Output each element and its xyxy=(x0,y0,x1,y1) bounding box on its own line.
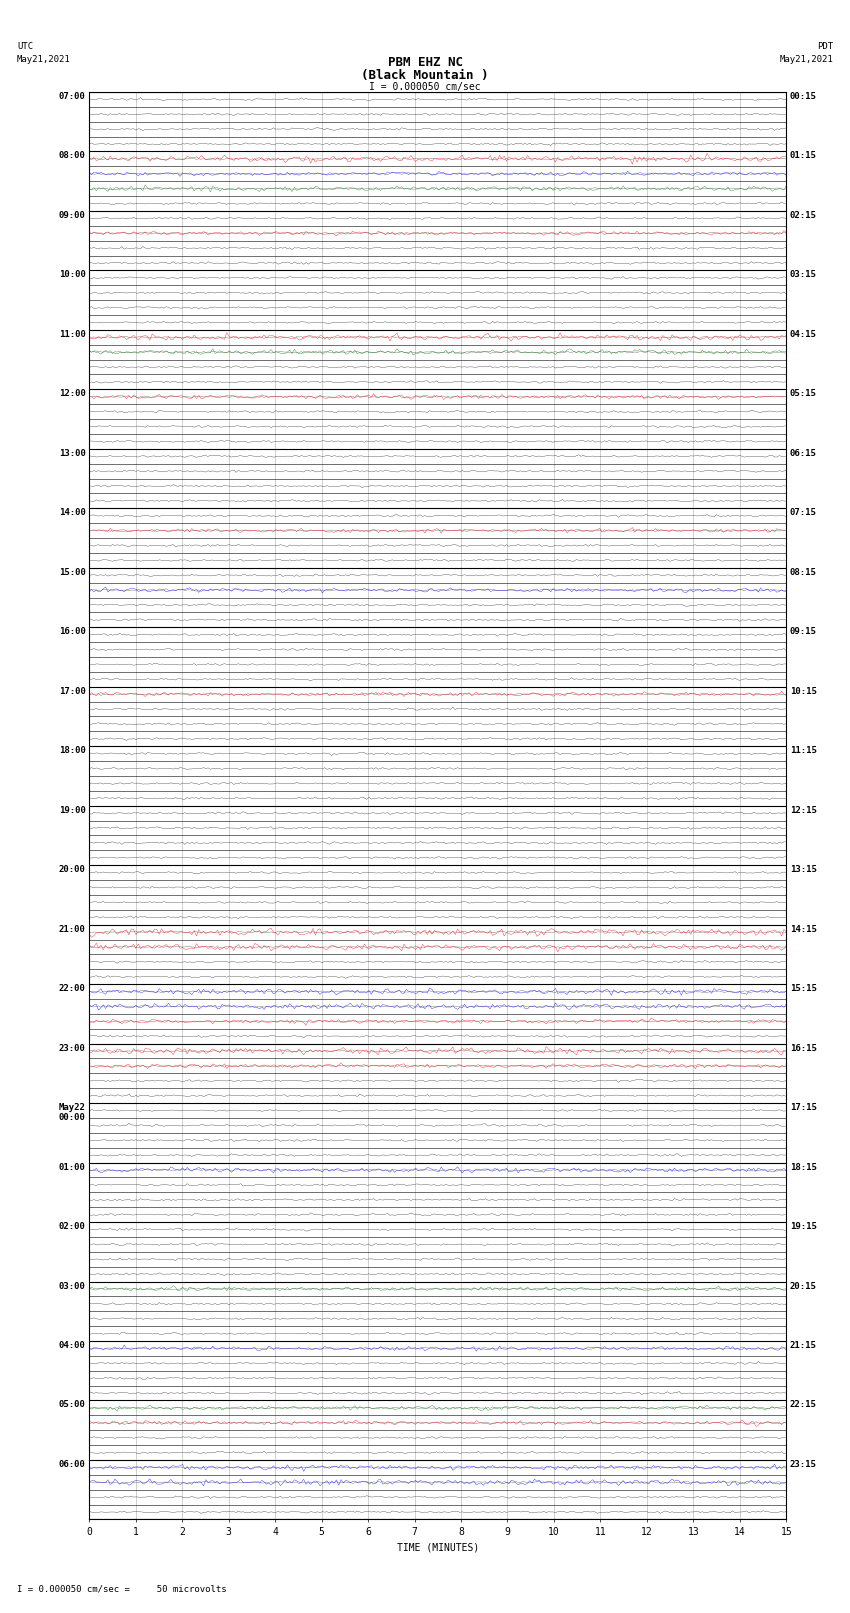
Text: 12:15: 12:15 xyxy=(790,806,817,815)
Text: 06:00: 06:00 xyxy=(59,1460,86,1469)
Text: 01:00: 01:00 xyxy=(59,1163,86,1171)
Text: 03:15: 03:15 xyxy=(790,271,817,279)
Text: 23:15: 23:15 xyxy=(790,1460,817,1469)
Text: 04:00: 04:00 xyxy=(59,1340,86,1350)
X-axis label: TIME (MINUTES): TIME (MINUTES) xyxy=(397,1542,479,1553)
Text: 19:00: 19:00 xyxy=(59,806,86,815)
Text: 12:00: 12:00 xyxy=(59,389,86,398)
Text: 16:00: 16:00 xyxy=(59,627,86,636)
Text: 02:00: 02:00 xyxy=(59,1223,86,1231)
Text: 17:15: 17:15 xyxy=(790,1103,817,1111)
Text: 09:00: 09:00 xyxy=(59,211,86,219)
Text: 21:15: 21:15 xyxy=(790,1340,817,1350)
Text: May21,2021: May21,2021 xyxy=(17,55,71,65)
Text: 11:15: 11:15 xyxy=(790,747,817,755)
Text: 11:00: 11:00 xyxy=(59,331,86,339)
Text: 05:15: 05:15 xyxy=(790,389,817,398)
Text: PBM EHZ NC: PBM EHZ NC xyxy=(388,56,462,69)
Text: May22
00:00: May22 00:00 xyxy=(59,1103,86,1123)
Text: (Black Mountain ): (Black Mountain ) xyxy=(361,69,489,82)
Text: 14:00: 14:00 xyxy=(59,508,86,518)
Text: I = 0.000050 cm/sec: I = 0.000050 cm/sec xyxy=(369,82,481,92)
Text: 23:00: 23:00 xyxy=(59,1044,86,1053)
Text: 22:15: 22:15 xyxy=(790,1400,817,1410)
Text: 13:15: 13:15 xyxy=(790,865,817,874)
Text: 10:00: 10:00 xyxy=(59,271,86,279)
Text: 07:00: 07:00 xyxy=(59,92,86,102)
Text: 19:15: 19:15 xyxy=(790,1223,817,1231)
Text: 14:15: 14:15 xyxy=(790,924,817,934)
Text: UTC: UTC xyxy=(17,42,33,52)
Text: PDT: PDT xyxy=(817,42,833,52)
Text: 20:00: 20:00 xyxy=(59,865,86,874)
Text: 22:00: 22:00 xyxy=(59,984,86,994)
Text: 05:00: 05:00 xyxy=(59,1400,86,1410)
Text: 16:15: 16:15 xyxy=(790,1044,817,1053)
Text: 08:00: 08:00 xyxy=(59,152,86,160)
Text: 06:15: 06:15 xyxy=(790,448,817,458)
Text: 21:00: 21:00 xyxy=(59,924,86,934)
Text: 18:15: 18:15 xyxy=(790,1163,817,1171)
Text: I = 0.000050 cm/sec =     50 microvolts: I = 0.000050 cm/sec = 50 microvolts xyxy=(17,1584,227,1594)
Text: 07:15: 07:15 xyxy=(790,508,817,518)
Text: 10:15: 10:15 xyxy=(790,687,817,695)
Text: 15:15: 15:15 xyxy=(790,984,817,994)
Text: 04:15: 04:15 xyxy=(790,331,817,339)
Text: 13:00: 13:00 xyxy=(59,448,86,458)
Text: May21,2021: May21,2021 xyxy=(779,55,833,65)
Text: 08:15: 08:15 xyxy=(790,568,817,577)
Text: 02:15: 02:15 xyxy=(790,211,817,219)
Text: 00:15: 00:15 xyxy=(790,92,817,102)
Text: 01:15: 01:15 xyxy=(790,152,817,160)
Text: 20:15: 20:15 xyxy=(790,1281,817,1290)
Text: 18:00: 18:00 xyxy=(59,747,86,755)
Text: 17:00: 17:00 xyxy=(59,687,86,695)
Text: 03:00: 03:00 xyxy=(59,1281,86,1290)
Text: 09:15: 09:15 xyxy=(790,627,817,636)
Text: 15:00: 15:00 xyxy=(59,568,86,577)
